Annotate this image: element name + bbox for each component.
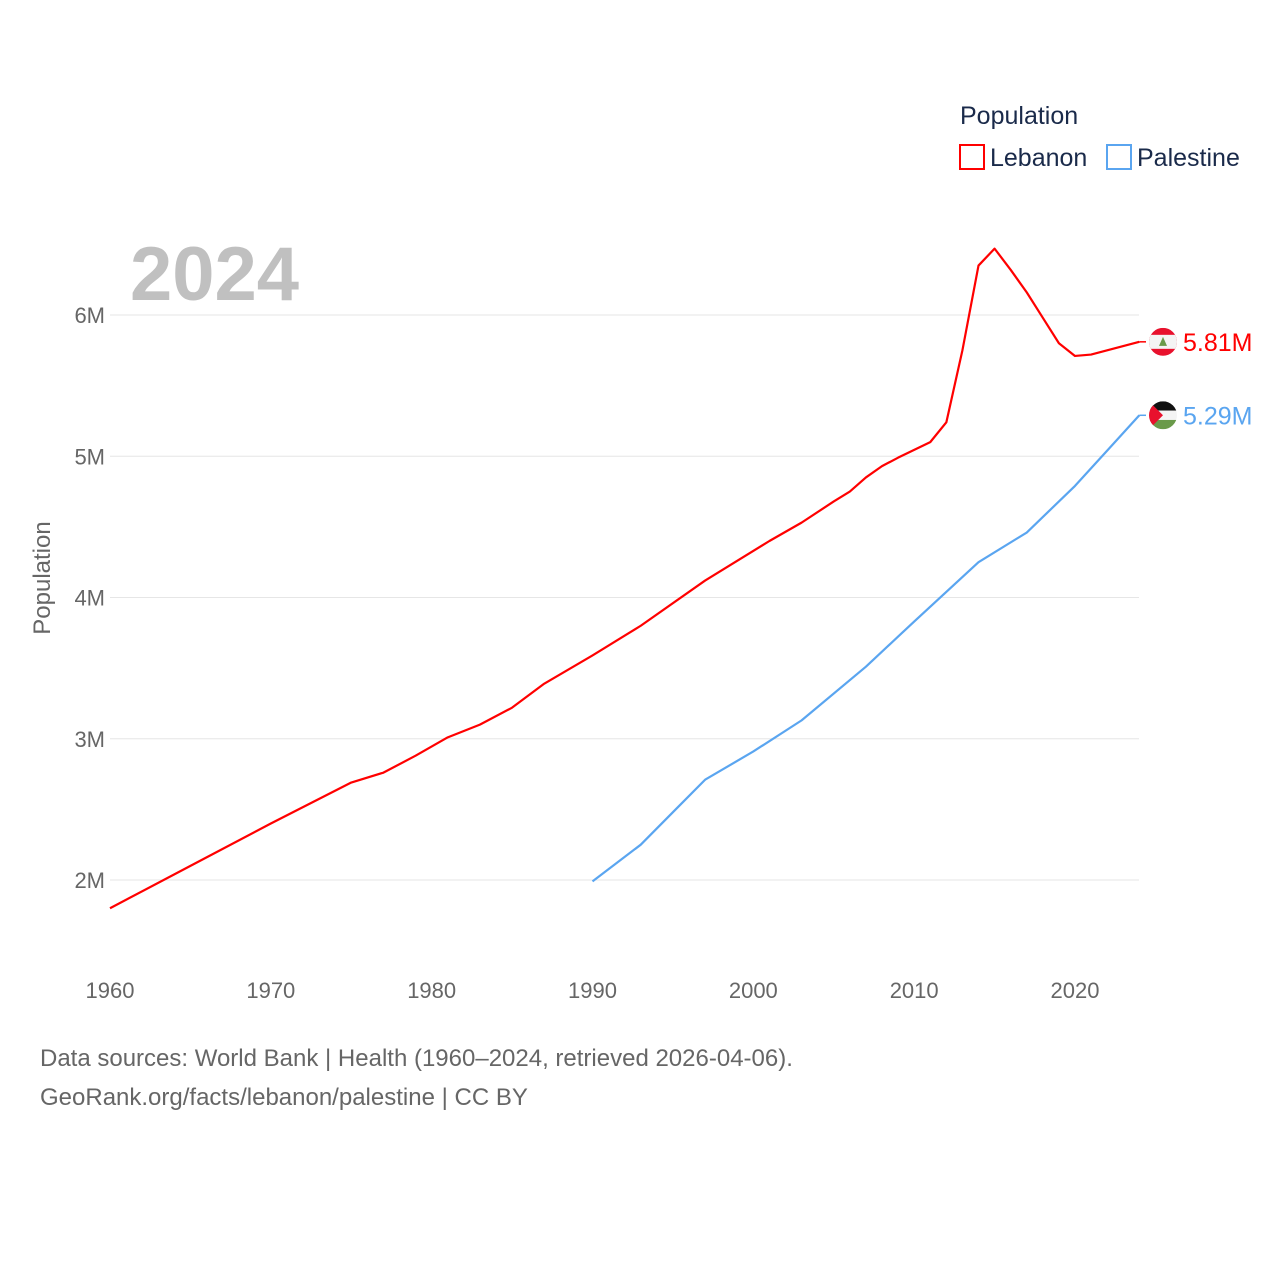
x-tick-label: 2010 <box>890 978 939 1003</box>
x-tick-label: 1960 <box>86 978 135 1003</box>
x-tick-label: 1990 <box>568 978 617 1003</box>
year-watermark: 2024 <box>130 232 299 317</box>
x-tick-label: 2020 <box>1051 978 1100 1003</box>
y-axis-label: Population <box>29 521 56 634</box>
data-source-note: Data sources: World Bank | Health (1960–… <box>40 1045 793 1072</box>
legend-swatch-palestine <box>1106 144 1132 170</box>
x-tick-label: 1980 <box>407 978 456 1003</box>
x-tick-label: 2000 <box>729 978 778 1003</box>
gridlines <box>110 314 1139 881</box>
y-tick-label: 5M <box>74 444 105 469</box>
lebanon-flag-icon <box>1149 327 1177 356</box>
series-end-labels: 5.81M 5.29M <box>1139 327 1252 430</box>
y-tick-label: 3M <box>74 727 105 752</box>
legend-swatch-lebanon <box>959 144 985 170</box>
y-tick-label: 4M <box>74 586 105 611</box>
x-tick-label: 1970 <box>246 978 295 1003</box>
legend-title: Population <box>960 102 1078 130</box>
legend-item-palestine[interactable]: Palestine <box>1106 144 1240 172</box>
y-tick-label: 6M <box>74 303 105 328</box>
legend-label-lebanon: Lebanon <box>990 144 1087 172</box>
series-line-lebanon <box>109 247 1140 910</box>
end-value-label-palestine: 5.29M <box>1183 402 1252 430</box>
palestine-flag-icon <box>1149 401 1177 430</box>
end-value-label-lebanon: 5.81M <box>1183 329 1252 357</box>
series-line-palestine <box>591 414 1141 883</box>
x-axis-ticks: 1960 1970 1980 1990 2000 2010 2020 <box>86 978 1100 1003</box>
legend-item-lebanon[interactable]: Lebanon <box>959 144 1087 172</box>
series-lines <box>109 247 1141 910</box>
y-axis-ticks: 2M 3M 4M 5M 6M <box>74 303 105 893</box>
attribution-link[interactable]: GeoRank.org/facts/lebanon/palestine | CC… <box>40 1084 528 1111</box>
y-tick-label: 2M <box>74 868 105 893</box>
legend-label-palestine: Palestine <box>1137 144 1240 172</box>
